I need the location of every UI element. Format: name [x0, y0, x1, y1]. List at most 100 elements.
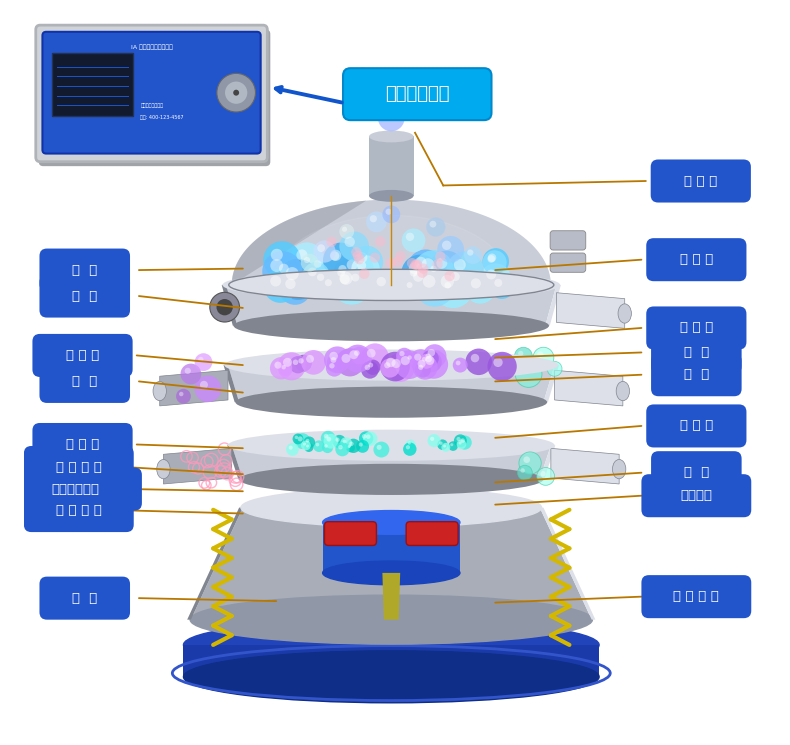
Circle shape [375, 236, 386, 247]
FancyBboxPatch shape [40, 577, 130, 620]
Circle shape [521, 469, 525, 472]
Circle shape [441, 275, 454, 288]
Circle shape [445, 271, 455, 281]
Circle shape [487, 352, 517, 381]
FancyBboxPatch shape [24, 446, 134, 489]
Circle shape [425, 356, 432, 362]
Circle shape [194, 375, 221, 402]
Ellipse shape [322, 510, 460, 534]
FancyBboxPatch shape [651, 353, 742, 396]
Circle shape [324, 434, 329, 439]
Ellipse shape [229, 270, 554, 300]
Circle shape [352, 251, 363, 261]
Polygon shape [224, 365, 239, 402]
FancyBboxPatch shape [343, 69, 491, 120]
Circle shape [361, 361, 378, 378]
Circle shape [333, 268, 365, 299]
Circle shape [233, 89, 239, 95]
Circle shape [408, 262, 421, 274]
Circle shape [306, 439, 310, 443]
Circle shape [366, 434, 371, 439]
Polygon shape [231, 200, 367, 285]
Circle shape [386, 358, 396, 367]
Ellipse shape [183, 619, 599, 671]
Circle shape [324, 346, 351, 373]
FancyBboxPatch shape [325, 522, 377, 545]
Circle shape [344, 237, 355, 247]
Ellipse shape [234, 310, 549, 341]
Circle shape [335, 442, 349, 456]
Circle shape [533, 347, 554, 368]
Circle shape [330, 251, 339, 261]
Circle shape [412, 259, 422, 270]
Text: 振 动 电 机: 振 动 电 机 [56, 504, 102, 517]
Circle shape [442, 443, 450, 451]
Circle shape [487, 270, 496, 279]
Circle shape [404, 352, 419, 367]
Text: 下 部 重 锤: 下 部 重 锤 [673, 590, 719, 603]
Circle shape [422, 357, 427, 361]
Circle shape [262, 251, 303, 291]
Circle shape [365, 364, 371, 370]
Circle shape [419, 350, 448, 378]
Circle shape [471, 354, 480, 362]
Circle shape [325, 279, 332, 286]
Ellipse shape [618, 304, 631, 323]
Circle shape [406, 87, 412, 94]
Circle shape [445, 267, 473, 295]
Circle shape [304, 257, 310, 263]
Text: 上 部 重 锤: 上 部 重 锤 [56, 461, 102, 474]
Circle shape [413, 272, 423, 282]
Circle shape [359, 443, 363, 446]
Circle shape [318, 244, 325, 252]
Circle shape [439, 442, 442, 445]
FancyBboxPatch shape [52, 54, 133, 115]
Circle shape [457, 436, 472, 450]
Ellipse shape [228, 430, 555, 461]
Circle shape [517, 466, 532, 480]
Circle shape [320, 275, 343, 297]
Circle shape [309, 255, 333, 279]
Circle shape [270, 259, 283, 272]
Circle shape [313, 440, 325, 452]
FancyBboxPatch shape [39, 30, 270, 166]
Circle shape [330, 357, 337, 363]
Circle shape [403, 279, 422, 297]
FancyBboxPatch shape [40, 274, 130, 317]
Circle shape [179, 392, 183, 396]
Circle shape [263, 269, 298, 303]
Circle shape [366, 94, 374, 101]
Circle shape [395, 350, 423, 379]
FancyBboxPatch shape [40, 249, 130, 291]
Text: 运输固定螺栓: 运输固定螺栓 [52, 483, 100, 495]
Ellipse shape [224, 349, 559, 381]
Circle shape [194, 353, 213, 371]
Circle shape [467, 250, 473, 256]
Circle shape [277, 352, 306, 381]
Text: 超声波控制器: 超声波控制器 [385, 85, 450, 103]
Circle shape [448, 441, 458, 451]
Circle shape [487, 255, 495, 263]
Circle shape [357, 253, 367, 263]
Circle shape [198, 357, 204, 362]
Circle shape [378, 77, 384, 83]
Circle shape [336, 348, 364, 376]
Circle shape [317, 273, 324, 281]
Circle shape [340, 437, 352, 449]
Circle shape [483, 250, 506, 274]
Polygon shape [191, 507, 592, 620]
Circle shape [536, 468, 555, 485]
Circle shape [322, 442, 333, 453]
Circle shape [295, 355, 312, 372]
Text: 中  框: 中 框 [683, 346, 709, 359]
Circle shape [303, 262, 329, 289]
Text: 进 料 口: 进 料 口 [684, 174, 717, 188]
Circle shape [348, 445, 351, 448]
Circle shape [352, 273, 359, 282]
Circle shape [432, 267, 474, 308]
FancyBboxPatch shape [43, 32, 261, 153]
Circle shape [325, 360, 343, 377]
Circle shape [519, 452, 541, 474]
Circle shape [371, 271, 400, 300]
Circle shape [362, 89, 384, 112]
